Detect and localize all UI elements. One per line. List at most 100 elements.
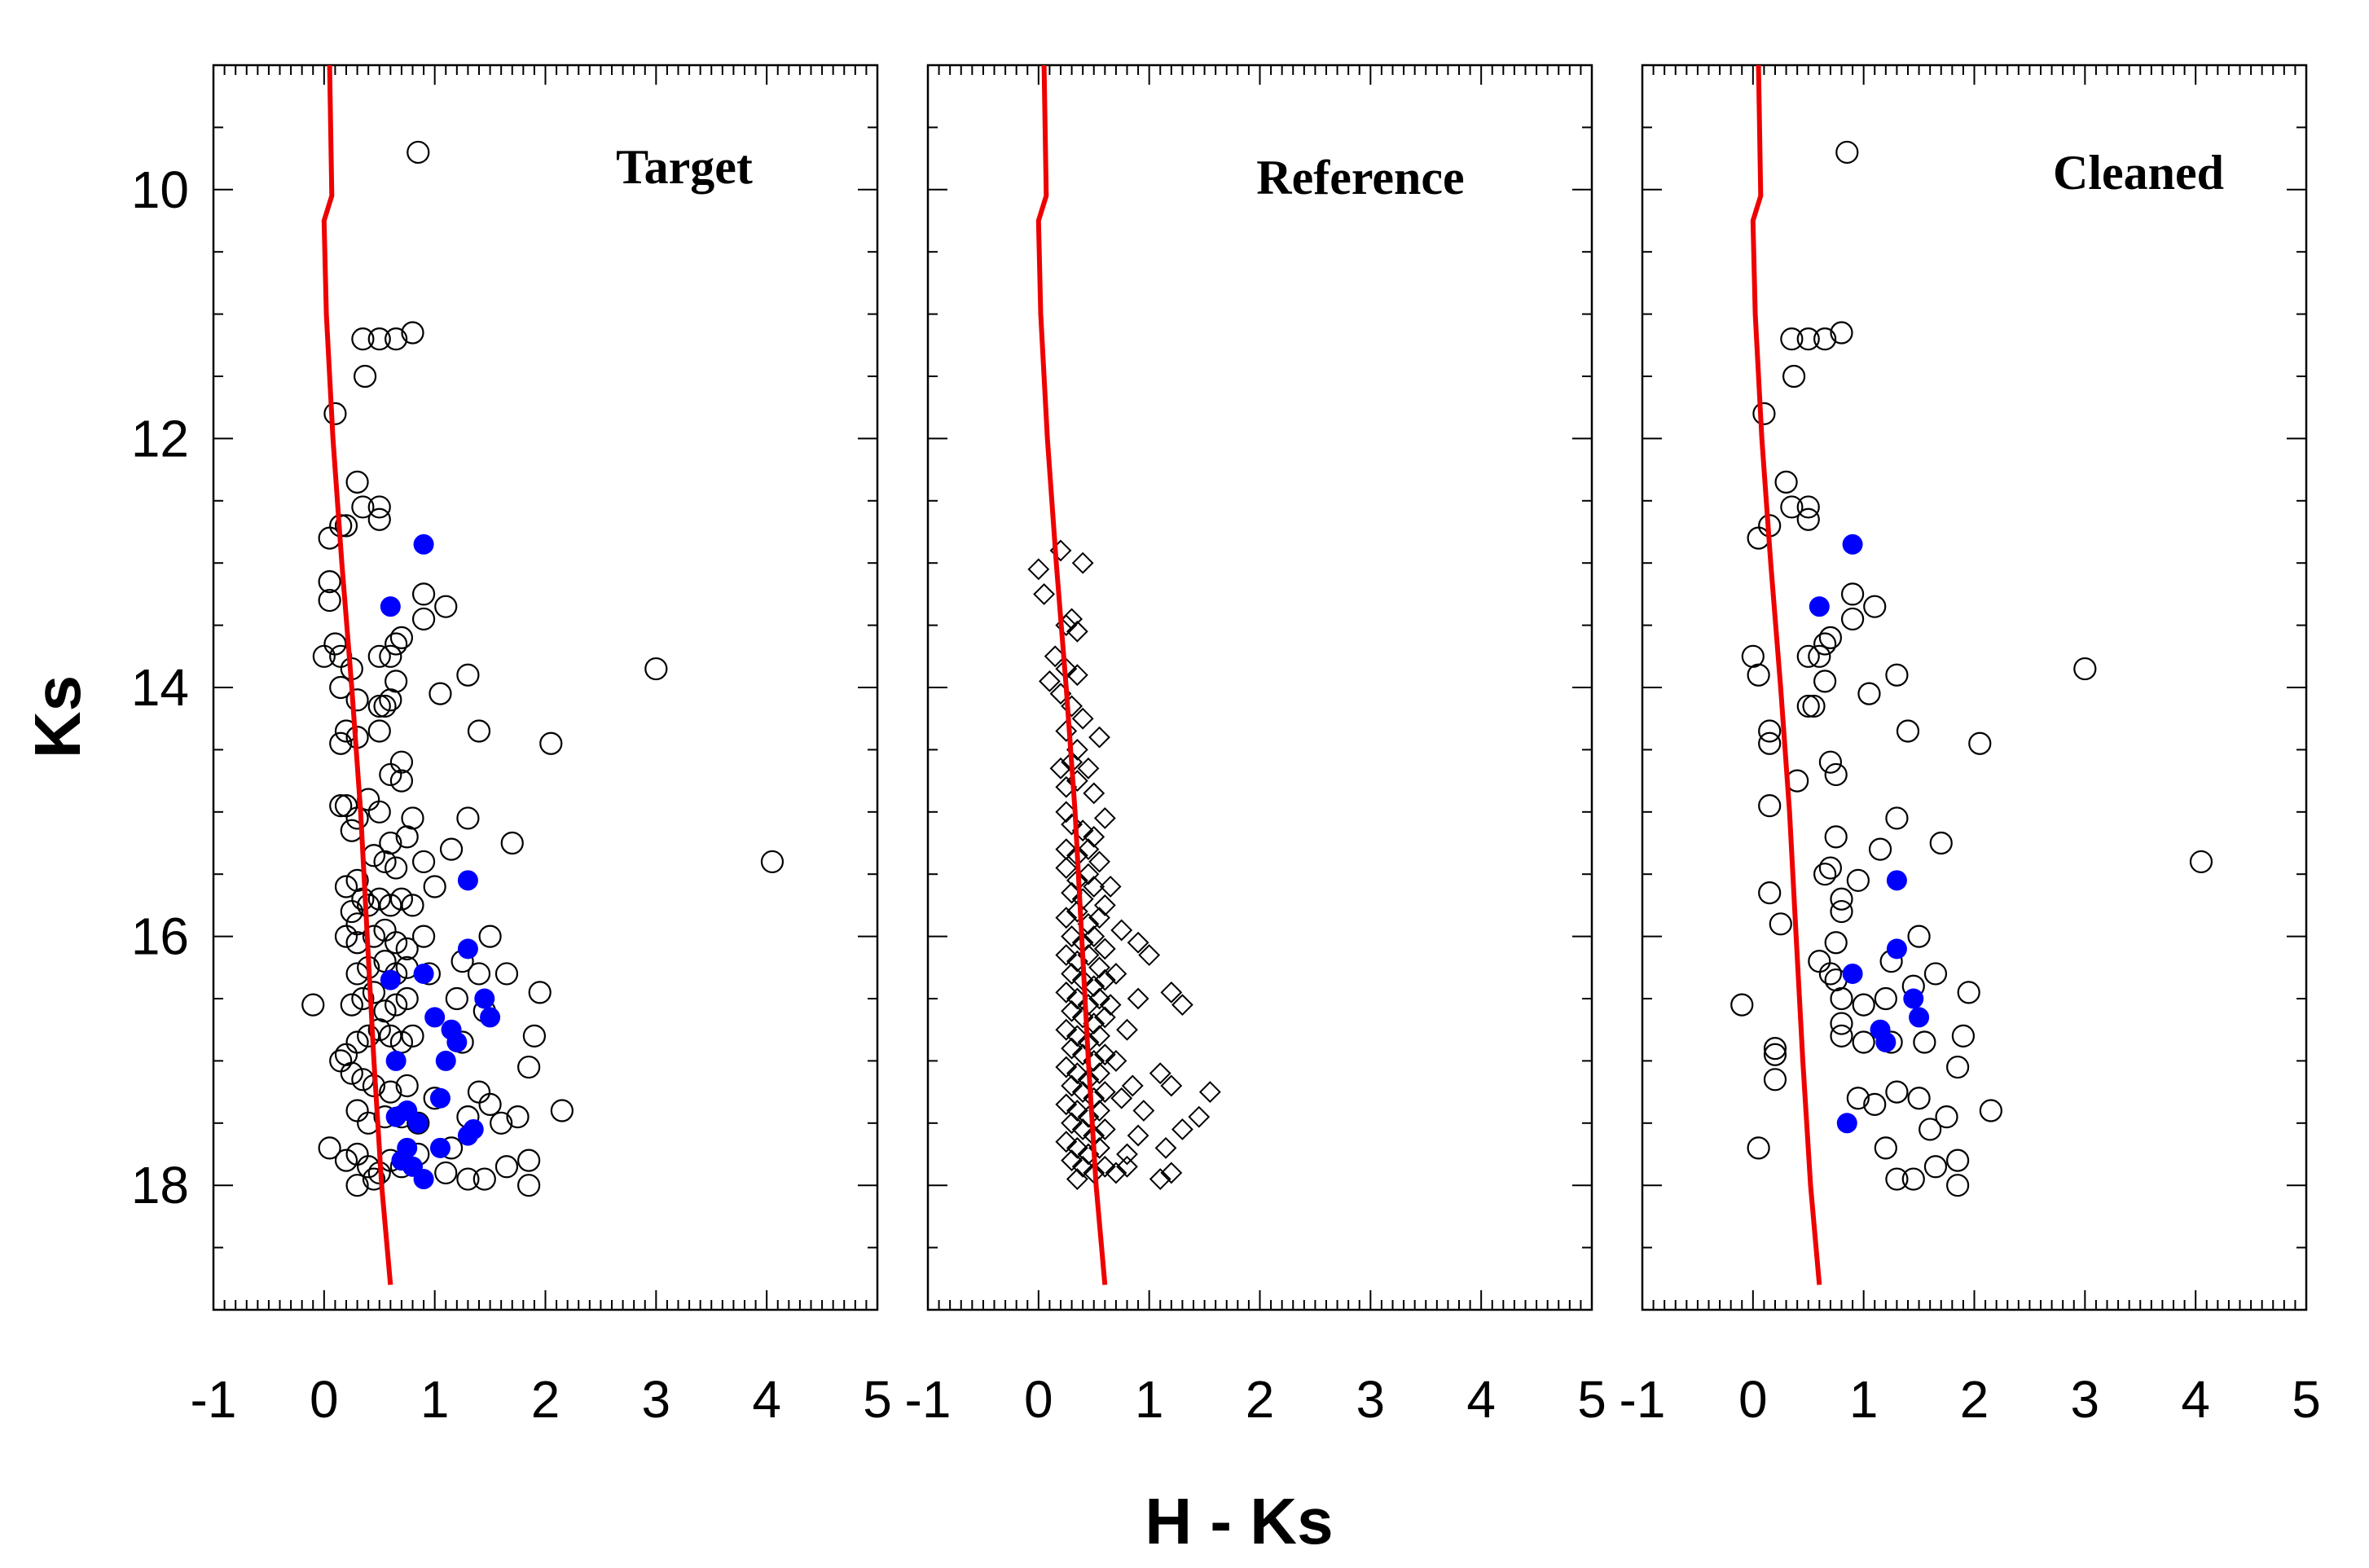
data-point [318,588,341,613]
data-point [434,1161,458,1185]
highlight-point [429,1137,451,1158]
data-point [1083,1087,1105,1109]
data-point [334,514,358,538]
series-stars [1730,140,2213,1197]
x-tick-label: 0 [1024,1370,1053,1429]
data-point [1138,944,1161,966]
data-point [517,1055,541,1079]
data-point [550,1099,574,1122]
data-point [367,327,391,351]
plot-frame [1641,64,2308,1311]
data-point [467,1080,491,1104]
data-point [1818,856,1843,880]
data-point [522,1024,547,1048]
data-point [1198,1081,1221,1104]
data-point [1923,1155,1948,1179]
data-point [1808,950,1831,973]
data-point [456,663,480,687]
highlight-point [385,1050,407,1071]
x-tick-label: 4 [1466,1370,1496,1429]
data-point [1093,1118,1116,1140]
data-point [1769,912,1792,936]
series-highlighted [1809,534,1930,1134]
panel-reference: -1 0 1 2 3 4 5 Reference [905,64,1606,1429]
data-point [1116,1143,1138,1166]
data-point [1061,1037,1083,1060]
x-tick-label: 3 [2071,1370,2100,1429]
data-point [340,1061,363,1085]
data-point [1780,327,1804,351]
data-point [439,837,464,861]
data-point [334,925,358,948]
data-point [407,1111,430,1135]
x-tick-label: 5 [863,1370,892,1429]
data-point [318,570,341,594]
data-point [340,899,363,924]
highlight-point [380,596,401,617]
highlight-point [429,1087,451,1109]
y-axis-title: Ks [21,675,94,758]
highlight-point [385,1106,407,1127]
data-point [1061,963,1083,985]
y-tick-label: 12 [131,409,189,468]
plot-frame [212,64,879,1311]
data-point [539,731,563,755]
highlight-point [1886,938,1907,960]
data-point [1752,402,1776,425]
data-point [1852,993,1875,1017]
x-ticks [1642,65,2307,1310]
data-point [1857,682,1881,705]
data-point [1796,507,1820,531]
data-point [1055,1018,1078,1041]
data-point [1099,994,1122,1017]
data-point [385,856,408,880]
data-point [1758,719,1782,743]
data-point [1868,837,1892,861]
panel-cleaned: -1 0 1 2 3 4 5 Cleaned [1620,64,2321,1429]
highlight-point [413,963,434,984]
data-point [1061,1149,1083,1172]
data-point [1730,993,1754,1017]
data-point [389,626,414,649]
x-tick-label: 4 [752,1370,781,1429]
highlight-point [424,1007,446,1028]
data-point [345,470,369,494]
y-tick-label: 10 [131,160,189,219]
data-point [429,682,452,705]
data-point [340,993,363,1017]
data-point [506,1105,530,1129]
data-point [1824,762,1848,787]
data-point [1747,526,1770,550]
data-point [1066,1136,1088,1159]
data-point [1071,551,1094,574]
x-tick-label: 5 [2292,1370,2321,1429]
data-point [1088,956,1110,979]
data-point [1780,495,1804,519]
data-point [323,402,347,425]
data-point [1066,620,1088,643]
highlight-point [1903,988,1924,1009]
data-point [351,495,375,519]
data-point [1154,1136,1177,1159]
data-point [301,993,325,1017]
highlight-point [435,1050,456,1071]
data-point [1055,1056,1078,1078]
data-point [323,632,347,656]
data-point [1758,881,1782,905]
data-point [1088,1025,1110,1048]
data-point [1935,1105,1958,1129]
data-point [1127,1124,1149,1147]
data-point [1796,495,1820,519]
data-point [1055,944,1078,966]
data-point [1116,1018,1138,1041]
data-point [395,937,419,960]
data-point [385,931,408,955]
data-point [357,1024,380,1048]
data-point [1077,863,1100,885]
series-highlighted [380,534,501,1190]
data-point [1083,975,1105,998]
data-point [1951,1024,1976,1048]
data-point [1132,1100,1155,1122]
x-tick-label: 2 [1960,1370,1989,1429]
